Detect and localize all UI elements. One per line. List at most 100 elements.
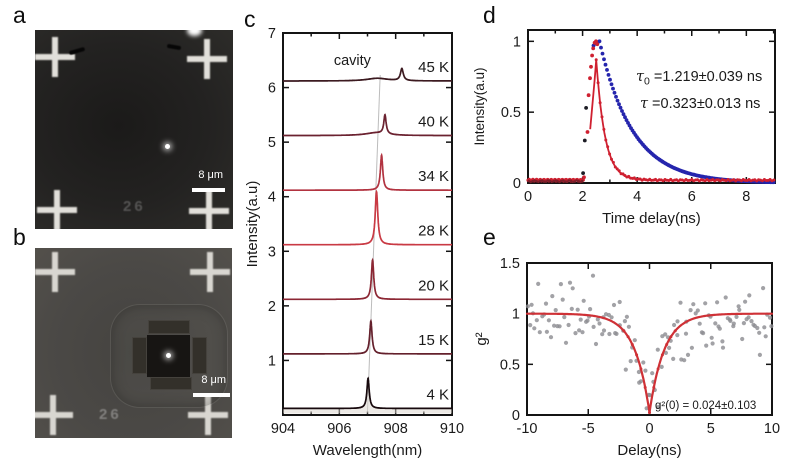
scale-bar — [192, 188, 225, 192]
bright-spot — [187, 30, 202, 36]
surface-defect — [166, 43, 182, 51]
data-point — [715, 300, 720, 305]
data-point — [558, 282, 563, 287]
data-point — [553, 308, 558, 313]
data-point — [659, 364, 664, 369]
data-point — [630, 343, 634, 346]
data-point — [544, 329, 549, 334]
panel-e-label: e — [483, 224, 496, 250]
data-point — [562, 315, 567, 320]
electrode-right — [192, 337, 207, 374]
data-point — [691, 302, 696, 307]
data-point — [746, 315, 751, 320]
temperature-label: 4 K — [426, 386, 449, 403]
data-point — [581, 171, 585, 176]
data-point — [763, 334, 768, 339]
data-point — [672, 322, 677, 328]
data-point — [623, 115, 627, 120]
data-point — [737, 307, 742, 312]
e-xtick-label: -5 — [582, 421, 595, 437]
data-point — [569, 179, 573, 182]
data-point — [546, 318, 551, 323]
data-point — [667, 345, 672, 350]
e-xtick-label: 10 — [764, 421, 780, 437]
temperature-label: 34 K — [418, 168, 449, 185]
data-point — [660, 353, 664, 357]
spectrum-34K — [283, 152, 452, 192]
data-point — [615, 98, 620, 103]
alignment-cross-icon — [190, 252, 230, 292]
alignment-cross-icon — [189, 191, 229, 229]
data-point — [546, 179, 550, 182]
d-ytick-label: 0.5 — [501, 105, 521, 121]
data-point — [643, 368, 648, 373]
electrode-top — [148, 320, 190, 334]
data-point — [596, 81, 600, 85]
data-point — [612, 90, 617, 95]
data-point — [569, 306, 574, 311]
data-point — [610, 157, 613, 161]
data-point — [656, 367, 660, 371]
data-point — [593, 341, 599, 347]
c-ytick-label: 2 — [268, 299, 276, 315]
data-point — [682, 358, 687, 363]
c-ytick-label: 5 — [268, 135, 276, 151]
data-point — [599, 45, 603, 50]
c-xtick-label: 910 — [440, 421, 464, 437]
data-point — [550, 294, 555, 299]
data-point — [567, 179, 571, 182]
temperature-spectra-chart: 904 906 908 910 1 2 3 4 5 6 7 Wavelength(nm) Intensi… — [245, 26, 464, 459]
data-point — [755, 325, 760, 331]
data-point — [652, 386, 656, 389]
alignment-cross-icon — [35, 37, 75, 77]
data-point — [678, 300, 683, 305]
e-xtick-label: 0 — [645, 421, 653, 437]
data-point — [671, 356, 676, 361]
data-point — [741, 321, 746, 326]
electrode-left — [132, 337, 147, 374]
temperature-label: 20 K — [418, 277, 449, 294]
e-plot-frame — [526, 262, 773, 416]
data-point — [614, 94, 618, 99]
data-point — [641, 360, 646, 365]
c-ytick-label: 1 — [268, 353, 276, 369]
data-point — [617, 299, 622, 305]
data-point — [626, 335, 630, 339]
data-point — [604, 138, 608, 142]
spectrum-15K — [283, 318, 452, 355]
data-point — [632, 176, 636, 180]
data-point — [566, 322, 571, 328]
data-point — [663, 332, 668, 337]
data-point — [675, 333, 680, 338]
data-point — [573, 331, 578, 336]
e-ytick-label: 1 — [512, 307, 520, 323]
data-point — [749, 319, 754, 324]
data-point — [605, 68, 609, 72]
data-point — [757, 352, 762, 357]
data-point — [600, 51, 605, 56]
data-point — [622, 329, 626, 333]
data-point — [548, 335, 554, 340]
data-point — [529, 302, 534, 307]
data-point — [720, 345, 726, 350]
spectrum-fill — [283, 378, 452, 414]
data-point — [639, 367, 643, 371]
data-point — [613, 165, 617, 169]
alignment-cross-icon — [37, 190, 77, 229]
data-point — [683, 331, 689, 336]
g2-fit-curve — [525, 312, 774, 413]
panel-d-label: d — [483, 2, 496, 28]
data-point — [704, 343, 709, 348]
spectrum-20K — [283, 257, 452, 301]
data-point — [575, 307, 580, 312]
c-xaxis-title: Wavelength(nm) — [313, 442, 422, 459]
spectrum-28K — [283, 189, 452, 246]
c-xtick-label: 904 — [271, 421, 295, 437]
data-point — [663, 350, 668, 355]
data-point — [617, 102, 621, 107]
data-point — [567, 280, 573, 285]
panel-b-label: b — [13, 224, 26, 250]
data-point — [762, 325, 767, 330]
data-point — [693, 311, 698, 316]
data-point — [585, 130, 590, 134]
